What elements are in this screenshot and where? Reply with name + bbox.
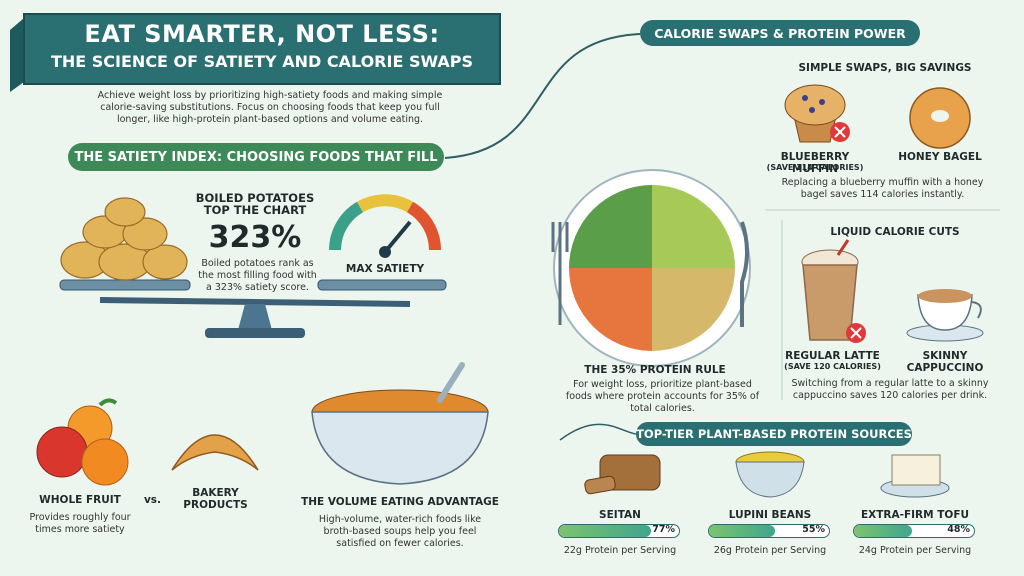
connector xyxy=(444,33,641,159)
scale-base xyxy=(205,328,305,338)
plate-section xyxy=(569,185,652,268)
gauge-hub xyxy=(379,246,391,258)
source-protein: 26g Protein per Serving xyxy=(713,545,827,556)
latte xyxy=(801,239,866,343)
swap-from-label: BLUEBERRY MUFFIN xyxy=(780,151,850,175)
progress-track: 77% xyxy=(558,524,680,538)
bagel xyxy=(909,87,971,149)
progress-label: 55% xyxy=(802,524,825,535)
volume-title: THE VOLUME EATING ADVANTAGE xyxy=(301,496,499,508)
potatoes xyxy=(60,197,188,281)
swap-to-label: HONEY BAGEL xyxy=(898,151,982,163)
rule-text: For weight loss, prioritize plant-based … xyxy=(565,379,760,414)
liquid-from-label: REGULAR LATTE xyxy=(785,350,880,362)
progress-track: 55% xyxy=(708,524,830,538)
seitan xyxy=(584,454,661,495)
lupini-bowl xyxy=(735,451,805,498)
title-banner xyxy=(23,13,501,85)
plate-section xyxy=(652,268,735,351)
title-line: THE SCIENCE OF SATIETY AND CALORIE SWAPS xyxy=(50,52,474,71)
tofu xyxy=(880,454,950,498)
progress-label: 48% xyxy=(947,524,970,535)
food-label: BAKERY PRODUCTS xyxy=(183,487,248,511)
section-heading: CALORIE SWAPS & PROTEIN POWER xyxy=(640,20,920,46)
swap-text: Replacing a blueberry muffin with a hone… xyxy=(781,177,984,200)
fork xyxy=(551,222,569,325)
liquid-title: LIQUID CALORIE CUTS xyxy=(830,226,960,238)
food-text: Provides roughly four times more satiety xyxy=(29,512,131,535)
scale-post xyxy=(238,304,272,330)
knife xyxy=(740,221,749,327)
gauge-arc xyxy=(357,194,413,213)
gauge-needle xyxy=(383,220,412,254)
gauge-arc xyxy=(406,201,441,251)
source-protein: 24g Protein per Serving xyxy=(858,545,972,556)
intro-text: Achieve weight loss by prioritizing high… xyxy=(97,90,443,125)
gauge-label: MAX SATIETY xyxy=(345,263,425,275)
connector xyxy=(559,423,637,441)
progress-bar xyxy=(709,525,775,537)
progress-label: 77% xyxy=(652,524,675,535)
rule-title: THE 35% PROTEIN RULE xyxy=(584,364,726,376)
volume-text: High-volume, water-rich foods like broth… xyxy=(318,514,482,549)
croissant xyxy=(171,434,259,471)
plate-section xyxy=(569,268,652,351)
scale-pan xyxy=(59,279,191,291)
food-label: WHOLE FRUIT xyxy=(39,494,121,506)
liquid-to-label: SKINNY CAPPUCCINO xyxy=(906,350,984,374)
highlight-text: Boiled potatoes rank as the most filling… xyxy=(198,258,317,293)
muffin xyxy=(784,84,850,143)
progress-track: 48% xyxy=(853,524,975,538)
highlight-value: 323% xyxy=(208,220,302,255)
gauge-arc xyxy=(329,201,364,251)
progress-bar xyxy=(854,525,912,537)
progress-bar xyxy=(559,525,652,537)
source-name: LUPINI BEANS xyxy=(728,509,812,521)
swap-title: SIMPLE SWAPS, BIG SAVINGS xyxy=(798,62,972,74)
swap-note: (SAVE 114 CALORIES) xyxy=(766,163,864,172)
liquid-text: Switching from a regular latte to a skin… xyxy=(791,378,989,401)
highlight-title: BOILED POTATOES TOP THE CHART xyxy=(195,191,315,217)
bowl xyxy=(311,411,489,485)
plate-section xyxy=(652,185,735,268)
liquid-note: (SAVE 120 CALORIES) xyxy=(784,362,881,371)
title-line: EAT SMARTER, NOT LESS: xyxy=(84,20,440,48)
scale-beam xyxy=(99,297,411,307)
section-heading: TOP-TIER PLANT-BASED PROTEIN SOURCES xyxy=(636,422,912,446)
source-protein: 22g Protein per Serving xyxy=(563,545,677,556)
cappuccino xyxy=(906,289,984,342)
section-heading: THE SATIETY INDEX: CHOOSING FOODS THAT F… xyxy=(68,143,444,171)
spoon xyxy=(437,362,465,403)
versus: vs. xyxy=(143,494,162,506)
banner-fold xyxy=(10,18,24,92)
fruit xyxy=(36,398,129,486)
source-name: SEITAN xyxy=(599,509,641,521)
source-name: EXTRA-FIRM TOFU xyxy=(860,509,970,521)
scale-pan xyxy=(317,279,447,291)
